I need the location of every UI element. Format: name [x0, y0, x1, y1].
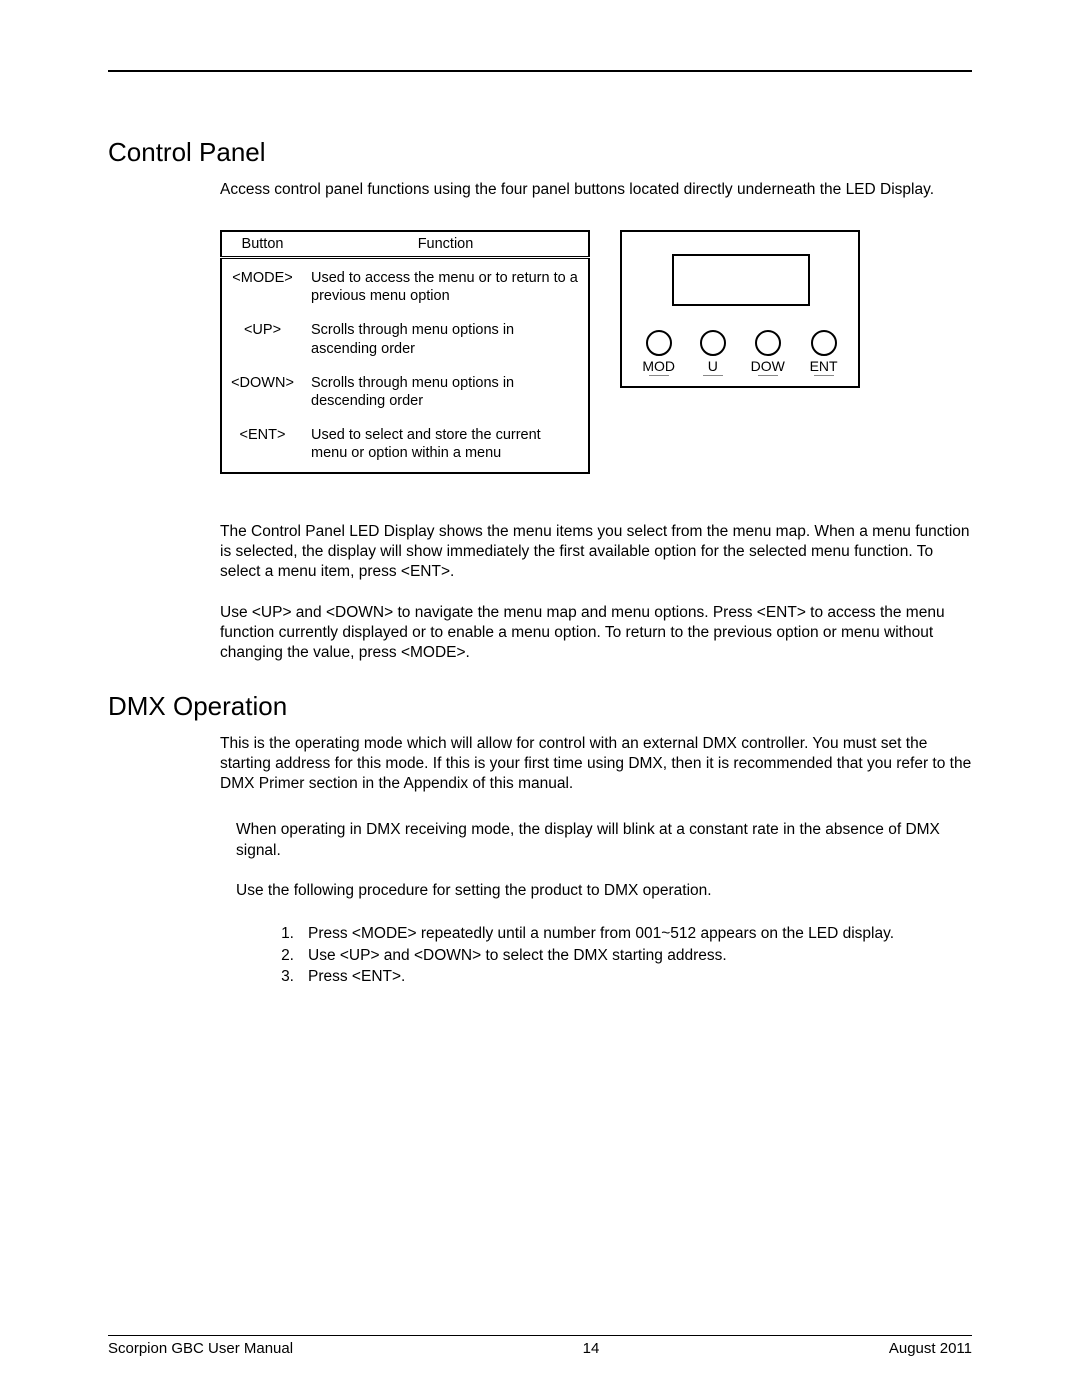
panel-button-ent: ENT: [810, 330, 838, 376]
step-number: 3.: [276, 966, 294, 988]
step-number: 2.: [276, 945, 294, 967]
table-row: <DOWN> Scrolls through menu options in d…: [221, 368, 589, 420]
table-header-function: Function: [303, 231, 589, 258]
underline-icon: [703, 375, 723, 376]
step-text: Press <MODE> repeatedly until a number f…: [308, 923, 894, 945]
underline-icon: [649, 375, 669, 376]
circle-icon: [755, 330, 781, 356]
table-cell-function: Used to select and store the current men…: [303, 420, 589, 473]
step-item: 2. Use <UP> and <DOWN> to select the DMX …: [276, 945, 972, 967]
panel-button-up: U: [700, 330, 726, 376]
step-number: 1.: [276, 923, 294, 945]
circle-icon: [646, 330, 672, 356]
dmx-note: When operating in DMX receiving mode, th…: [236, 820, 972, 860]
table-cell-button: <DOWN>: [221, 368, 303, 420]
circle-icon: [811, 330, 837, 356]
page-content: Control Panel Access control panel funct…: [108, 72, 972, 988]
panel-button-label: MOD: [642, 358, 675, 374]
page-footer: Scorpion GBC User Manual 14 August 2011: [108, 1335, 972, 1357]
step-item: 3. Press <ENT>.: [276, 966, 972, 988]
table-cell-button: <ENT>: [221, 420, 303, 473]
panel-buttons-row: MOD U DOW ENT: [622, 330, 858, 376]
panel-button-label: DOW: [751, 358, 785, 374]
dmx-procedure-intro: Use the following procedure for setting …: [236, 881, 972, 901]
footer-left: Scorpion GBC User Manual: [108, 1340, 293, 1357]
panel-button-label: U: [708, 358, 718, 374]
panel-button-label: ENT: [810, 358, 838, 374]
table-cell-function: Scrolls through menu options in ascendin…: [303, 315, 589, 367]
heading-dmx-operation: DMX Operation: [108, 691, 972, 722]
dmx-section: DMX Operation This is the operating mode…: [108, 691, 972, 988]
panel-button-mode: MOD: [642, 330, 675, 376]
control-panel-paragraphs: The Control Panel LED Display shows the …: [108, 522, 972, 663]
control-panel-para-2: Use <UP> and <DOWN> to navigate the menu…: [220, 603, 972, 663]
panel-diagram: MOD U DOW ENT: [620, 230, 860, 388]
page-frame: Control Panel Access control panel funct…: [108, 70, 972, 988]
led-display-outline: [672, 254, 810, 306]
table-cell-function: Scrolls through menu options in descendi…: [303, 368, 589, 420]
footer-page-number: 14: [583, 1340, 600, 1357]
table-row: <UP> Scrolls through menu options in asc…: [221, 315, 589, 367]
button-function-table: Button Function <MODE> Used to access th…: [220, 230, 590, 474]
table-cell-function: Used to access the menu or to return to …: [303, 258, 589, 316]
table-header-button: Button: [221, 231, 303, 258]
table-cell-button: <UP>: [221, 315, 303, 367]
control-panel-intro: Access control panel functions using the…: [220, 180, 972, 200]
underline-icon: [814, 375, 834, 376]
footer-right: August 2011: [889, 1340, 972, 1357]
control-panel-para-1: The Control Panel LED Display shows the …: [220, 522, 972, 582]
step-text: Use <UP> and <DOWN> to select the DMX st…: [308, 945, 727, 967]
heading-control-panel: Control Panel: [108, 137, 972, 168]
dmx-note-block: When operating in DMX receiving mode, th…: [236, 820, 972, 900]
table-cell-button: <MODE>: [221, 258, 303, 316]
step-item: 1. Press <MODE> repeatedly until a number…: [276, 923, 972, 945]
panel-button-down: DOW: [751, 330, 785, 376]
dmx-steps: 1. Press <MODE> repeatedly until a number…: [276, 923, 972, 988]
underline-icon: [758, 375, 778, 376]
table-row: <ENT> Used to select and store the curre…: [221, 420, 589, 473]
step-text: Press <ENT>.: [308, 966, 405, 988]
table-row: <MODE> Used to access the menu or to ret…: [221, 258, 589, 316]
circle-icon: [700, 330, 726, 356]
dmx-intro: This is the operating mode which will al…: [220, 734, 972, 794]
table-and-diagram-row: Button Function <MODE> Used to access th…: [220, 230, 972, 474]
